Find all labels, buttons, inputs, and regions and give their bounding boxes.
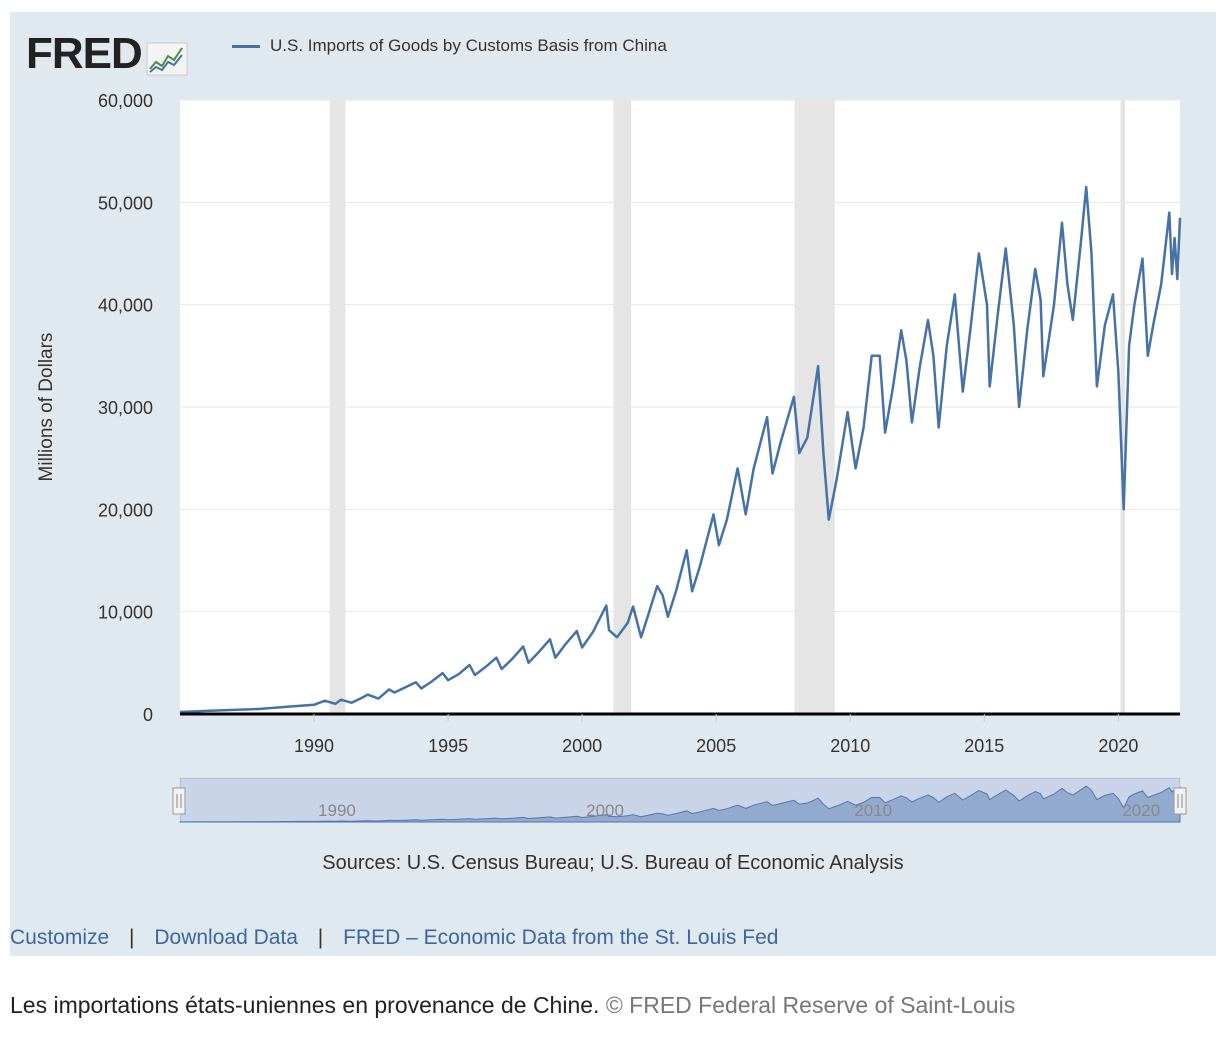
navigator-label: 2020 — [1122, 801, 1160, 820]
legend-swatch — [232, 44, 260, 48]
navigator-series-area — [179, 785, 1181, 823]
series-layer — [179, 185, 1182, 714]
y-tick-labels: 0 10,000 20,000 30,000 40,000 50,000 60,000 — [98, 91, 153, 725]
x-tick-label: 2005 — [696, 736, 736, 756]
customize-link[interactable]: Customize — [10, 926, 110, 949]
logo-text: FRED — [26, 29, 143, 78]
navigator-selection[interactable] — [180, 778, 1180, 822]
navigator[interactable]: 1990 2000 2010 2020 — [172, 777, 1187, 823]
y-tick-label: 60,000 — [98, 91, 153, 111]
y-axis-title: Millions of Dollars — [36, 333, 57, 482]
navigator-series — [179, 785, 1181, 823]
fred-home-link[interactable]: FRED – Economic Data from the St. Louis … — [343, 926, 779, 949]
legend: U.S. Imports of Goods by Customs Basis f… — [232, 36, 667, 56]
legend-label: U.S. Imports of Goods by Customs Basis f… — [270, 36, 667, 55]
navigator-label: 1990 — [318, 801, 356, 820]
navigator-label: 2010 — [854, 801, 892, 820]
x-tick-label: 1990 — [294, 736, 334, 756]
y-tick-label: 50,000 — [98, 193, 153, 213]
chart-panel: 0 10,000 20,000 30,000 40,000 50,000 60,000 19… — [10, 12, 1216, 956]
link-separator: | — [317, 926, 324, 949]
y-tick-label: 30,000 — [98, 398, 153, 418]
y-tick-label: 40,000 — [98, 296, 153, 316]
sources-note: Sources: U.S. Census Bureau; U.S. Bureau… — [322, 852, 904, 874]
fred-chart-icon — [146, 42, 188, 76]
y-tick-label: 10,000 — [98, 603, 153, 623]
navigator-right-handle[interactable] — [1173, 787, 1187, 815]
series-line — [179, 185, 1182, 714]
x-tick-label: 2010 — [830, 736, 870, 756]
navigator-label: 2000 — [586, 801, 624, 820]
x-tick-label: 2020 — [1098, 736, 1138, 756]
fred-logo[interactable]: FRED — [26, 26, 188, 76]
download-data-link[interactable]: Download Data — [154, 926, 298, 949]
image-caption: Les importations états-uniennes en prove… — [10, 992, 1015, 1019]
y-tick-label: 0 — [143, 705, 153, 725]
gridlines — [180, 99, 1180, 613]
y-tick-label: 20,000 — [98, 500, 153, 520]
x-tick-label: 2000 — [562, 736, 602, 756]
caption-credit: © FRED Federal Reserve of Saint-Louis — [605, 992, 1016, 1018]
navigator-labels: 1990 2000 2010 2020 — [318, 801, 1160, 820]
x-tick-label: 1995 — [428, 736, 468, 756]
x-tick-labels: 1990 1995 2000 2005 2010 2015 2020 — [294, 714, 1138, 756]
footer-links: Customize | Download Data | FRED – Econo… — [10, 926, 778, 950]
chart-svg: 0 10,000 20,000 30,000 40,000 50,000 60,000 19… — [36, 91, 1187, 823]
navigator-left-handle[interactable] — [172, 787, 186, 815]
link-separator: | — [129, 926, 135, 949]
caption-text: Les importations états-uniennes en prove… — [10, 992, 600, 1018]
x-tick-label: 2015 — [964, 736, 1004, 756]
